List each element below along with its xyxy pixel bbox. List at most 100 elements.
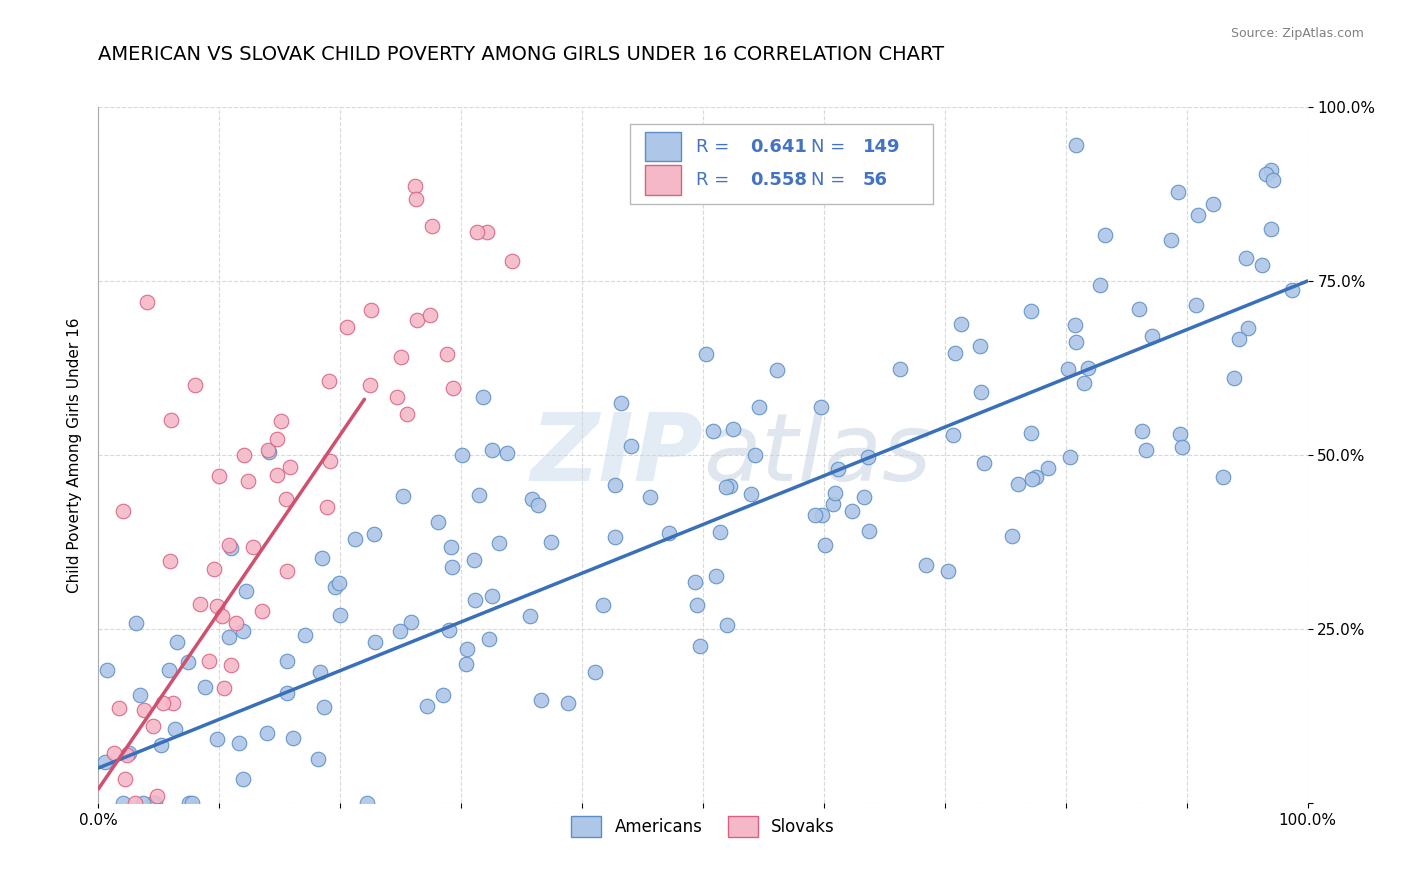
Point (1263, 173, 1285, 187)
Point (1237, 321, 1260, 335)
Point (973, 457, 995, 471)
Point (620, 439, 643, 453)
Point (1160, 233, 1182, 247)
Point (969, 384, 991, 399)
Point (208, 468, 231, 483)
Text: Source: ZipAtlas.com: Source: ZipAtlas.com (1230, 27, 1364, 40)
Point (530, 693, 553, 707)
Point (427, 515, 450, 529)
Point (1063, 318, 1085, 332)
Point (943, 346, 966, 360)
Point (146, 789, 169, 803)
Point (336, 320, 359, 334)
Point (695, 347, 717, 361)
Point (1073, 376, 1095, 391)
Bar (645, 166, 682, 194)
Point (488, 535, 510, 549)
Point (276, 686, 298, 700)
Point (495, 446, 517, 460)
Point (205, 732, 228, 747)
Point (441, 381, 464, 395)
Point (1076, 361, 1098, 376)
Point (463, 552, 485, 566)
Point (702, 424, 724, 438)
Point (143, 796, 166, 810)
Point (256, 726, 278, 740)
Point (212, 681, 235, 695)
Point (803, 508, 825, 522)
Bar (645, 132, 682, 161)
Point (1185, 298, 1208, 312)
Point (242, 540, 264, 554)
Point (1090, 277, 1112, 292)
Point (432, 689, 454, 703)
Point (108, 701, 131, 715)
Point (96, 663, 118, 677)
Point (111, 503, 134, 517)
Point (401, 615, 423, 629)
Point (202, 562, 225, 576)
Point (1170, 427, 1192, 442)
Point (481, 590, 503, 604)
Point (811, 508, 834, 522)
Point (439, 540, 461, 554)
Point (180, 796, 202, 810)
Point (841, 504, 863, 518)
Point (721, 422, 744, 436)
Point (969, 339, 991, 353)
Point (740, 486, 762, 500)
Point (1171, 440, 1194, 454)
Point (1128, 301, 1150, 316)
Point (744, 448, 766, 462)
Point (125, 615, 148, 630)
Point (396, 407, 419, 421)
Point (157, 663, 180, 677)
Y-axis label: Child Poverty Among Girls Under 16: Child Poverty Among Girls Under 16 (66, 318, 82, 592)
Point (704, 569, 727, 583)
Point (415, 698, 437, 713)
Point (160, 413, 183, 427)
Point (404, 179, 426, 194)
Point (329, 607, 352, 622)
Point (1064, 335, 1087, 350)
Point (603, 478, 626, 492)
Point (827, 462, 849, 476)
Point (1007, 477, 1029, 491)
Point (1167, 185, 1189, 199)
Point (451, 448, 474, 462)
Point (307, 752, 329, 766)
Point (477, 225, 499, 239)
Point (219, 658, 242, 673)
Point (456, 642, 478, 657)
Point (1260, 163, 1282, 178)
Point (235, 584, 257, 599)
Point (162, 696, 184, 710)
Point (914, 558, 936, 572)
Point (889, 361, 911, 376)
Text: R =: R = (696, 137, 735, 156)
Point (177, 655, 200, 669)
Point (658, 526, 681, 541)
Point (232, 448, 254, 462)
Point (519, 609, 541, 624)
Text: AMERICAN VS SLOVAK CHILD POVERTY AMONG GIRLS UNDER 16 CORRELATION CHART: AMERICAN VS SLOVAK CHILD POVERTY AMONG G… (98, 45, 945, 63)
Text: N =: N = (811, 137, 851, 156)
Point (392, 489, 415, 503)
Point (1227, 332, 1250, 346)
Point (312, 700, 335, 714)
Point (218, 538, 240, 552)
Point (1202, 197, 1225, 211)
Point (481, 443, 503, 458)
Point (112, 796, 135, 810)
Point (720, 479, 742, 493)
Point (440, 560, 463, 574)
Point (405, 192, 427, 206)
Point (188, 597, 211, 611)
Point (1130, 425, 1153, 439)
Point (276, 564, 298, 578)
Point (207, 599, 229, 613)
Point (716, 617, 738, 632)
Point (114, 772, 136, 786)
Text: R =: R = (696, 171, 735, 189)
Point (1135, 443, 1157, 458)
